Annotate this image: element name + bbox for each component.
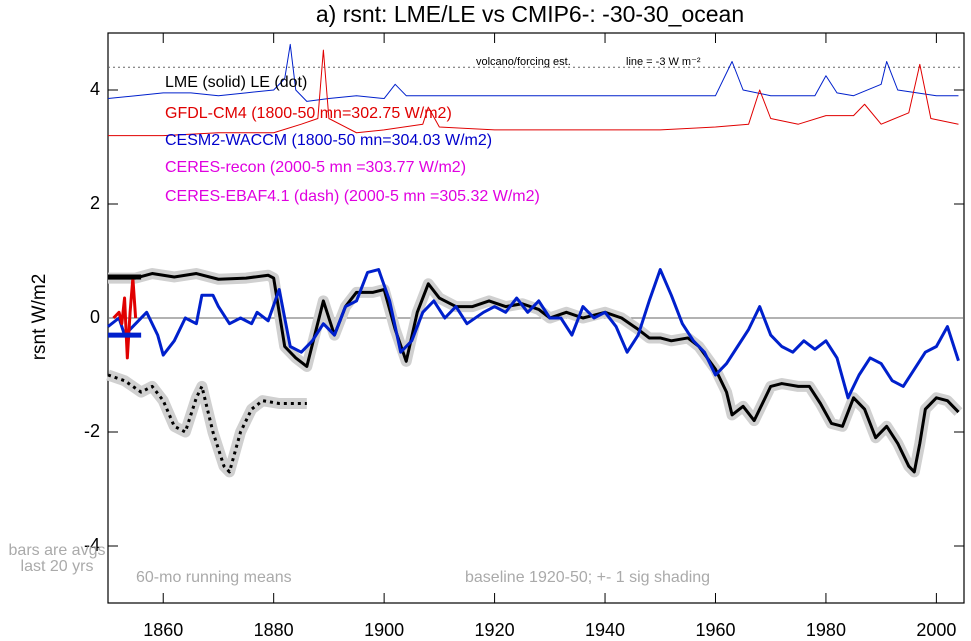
y-tick-label: -4	[84, 535, 100, 555]
annotation: 60-mo running means	[136, 569, 292, 586]
x-tick-label: 1880	[254, 620, 294, 640]
x-tick-label: 1940	[585, 620, 625, 640]
series-line	[112, 276, 138, 360]
shading	[106, 369, 307, 478]
y-axis-label: rsnt W/m2	[29, 274, 50, 361]
x-tick-label: 2000	[916, 620, 956, 640]
y-tick-label: 0	[90, 307, 100, 327]
annotation: line = -3 W m⁻²	[626, 56, 701, 68]
y-tick-label: 4	[90, 79, 100, 99]
x-tick-label: 1860	[143, 620, 183, 640]
x-tick-label: 1920	[475, 620, 515, 640]
x-tick-label: 1960	[695, 620, 735, 640]
annotation: bars are avgs	[9, 542, 106, 559]
legend-text: CERES-EBAF4.1 (dash) (2000-5 mn =305.32 …	[165, 188, 540, 205]
legend-text: GFDL-CM4 (1800-50 mn=302.75 W/m2)	[165, 105, 452, 122]
y-tick-label: -2	[84, 421, 100, 441]
annotation: baseline 1920-50; +- 1 sig shading	[465, 569, 710, 586]
x-tick-label: 1900	[364, 620, 404, 640]
series-line	[107, 373, 307, 474]
annotation: last 20 yrs	[21, 558, 94, 575]
series-line	[107, 43, 959, 102]
legend-text: CESM2-WACCM (1800-50 mn=304.03 W/m2)	[165, 132, 492, 149]
chart-title: a) rsnt: LME/LE vs CMIP6-: -30-30_ocean	[316, 1, 744, 27]
series-line	[108, 49, 959, 137]
series-line	[107, 268, 960, 400]
y-tick-label: 2	[90, 193, 100, 213]
x-tick-label: 1980	[806, 620, 846, 640]
legend-text: LME (solid) LE (dot)	[165, 74, 307, 91]
legend-text: CERES-recon (2000-5 mn =303.77 W/m2)	[165, 159, 466, 176]
annotation: volcano/forcing est.	[476, 56, 571, 68]
